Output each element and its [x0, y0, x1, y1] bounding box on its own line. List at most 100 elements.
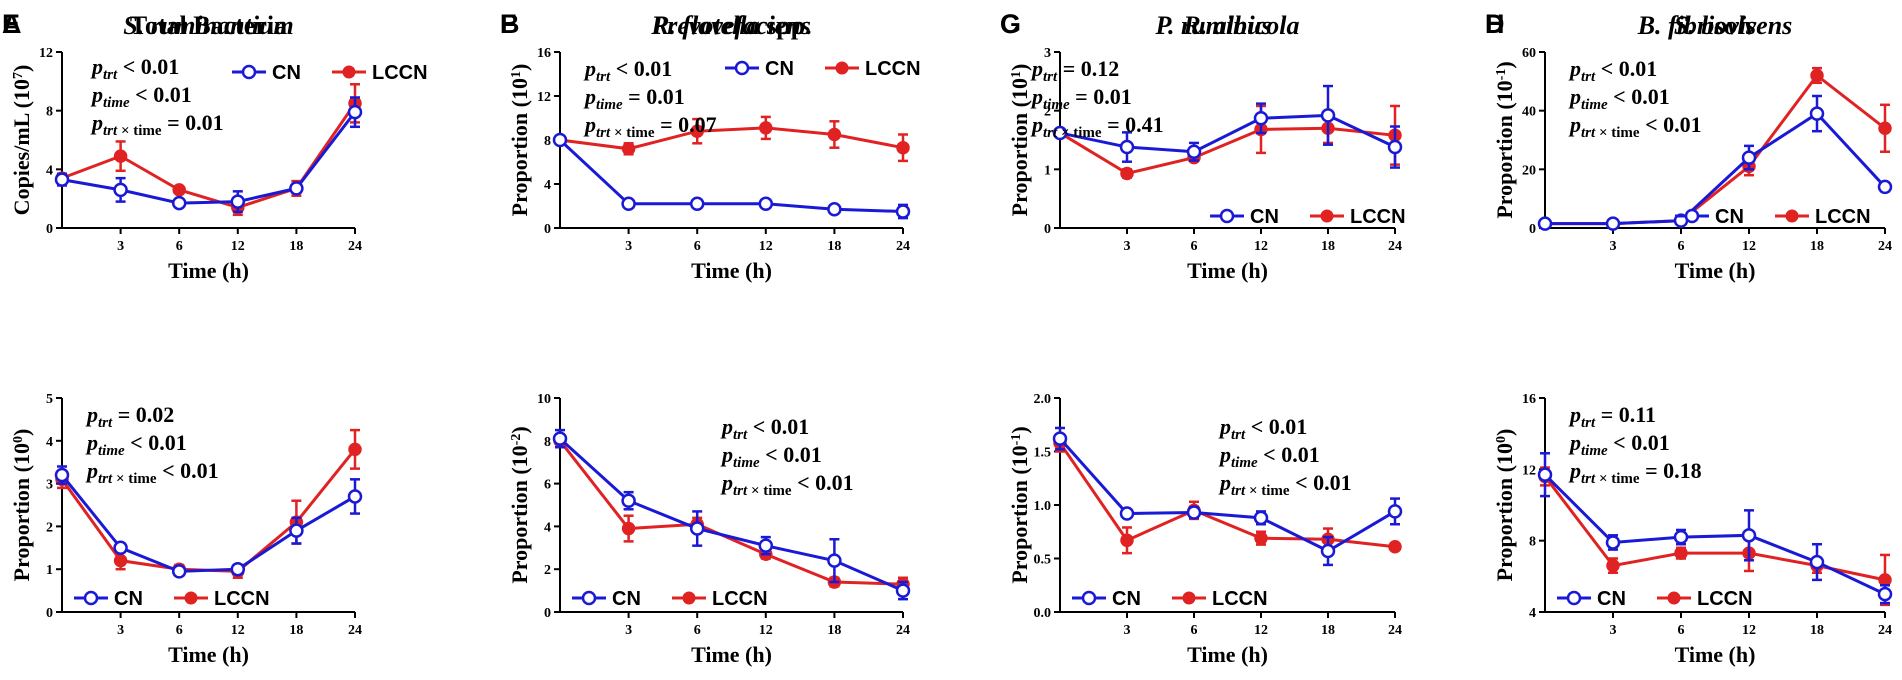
x-tick-label: 3: [1124, 239, 1131, 254]
x-tick-label: 3: [1124, 623, 1131, 638]
legend: CN LCCN: [232, 62, 428, 84]
series-line: [1543, 475, 1886, 582]
title-plain: spp.: [760, 11, 812, 40]
data-point: [347, 104, 363, 120]
legend: CN LCCN: [1675, 206, 1871, 228]
y-tick-label: 8: [1529, 535, 1536, 550]
x-tick-label: 18: [827, 239, 841, 254]
stat-value: < 0.01: [1245, 414, 1307, 439]
stat-subscript-2: × time: [1595, 471, 1640, 487]
panel-b: B Prevotella spp. 0 4 8 12 16 3 6 12 18 24 Time (h) P…: [500, 9, 921, 283]
y-axis-label: Proportion (101): [1007, 64, 1032, 217]
series-line: [61, 111, 357, 205]
x-tick-label: 24: [1388, 623, 1402, 638]
stat-p: p: [1568, 402, 1581, 427]
title-italic: S. ruminantium: [123, 11, 294, 40]
stat-line: ptime = 0.01: [1030, 84, 1132, 113]
y-axis-label: Proportion (10-1): [1492, 61, 1517, 218]
data-point: [1673, 529, 1689, 545]
legend-marker: [1566, 590, 1582, 606]
x-tick-label: 6: [1191, 239, 1198, 254]
x-tick-label: 6: [694, 623, 701, 638]
x-tick-label: 3: [117, 623, 124, 638]
data-point: [54, 172, 70, 187]
ylabel-main: Proportion (10: [1007, 445, 1032, 583]
stat-line: ptrt = 0.02: [85, 402, 174, 431]
x-tick-label: 12: [1742, 623, 1756, 638]
ylabel-close: ): [1007, 426, 1032, 433]
y-tick-label: 0: [46, 606, 53, 621]
y-axis-label: Proportion (100): [9, 429, 34, 582]
stat-subscript: trt: [1581, 125, 1596, 141]
x-tick-label: 24: [1878, 623, 1892, 638]
x-axis-label: Time (h): [691, 642, 772, 667]
ylabel-main: Proportion (10: [1492, 80, 1517, 218]
ylabel-main: Proportion (10: [1492, 443, 1517, 581]
legend-marker: [1684, 208, 1700, 224]
data-point: [895, 204, 911, 219]
y-tick-label: 10: [537, 392, 551, 407]
y-tick-label: 0.5: [1034, 553, 1052, 568]
stat-value: < 0.01: [1608, 84, 1670, 109]
data-point: [1119, 139, 1135, 155]
panel-letter: G: [1000, 9, 1021, 39]
ylabel-close: ): [1007, 64, 1032, 71]
legend-label: CN: [1597, 588, 1626, 610]
stat-value: < 0.01: [117, 54, 179, 79]
stat-line: ptime < 0.01: [1568, 430, 1670, 459]
x-tick-label: 3: [117, 239, 124, 254]
panel-letter: F: [500, 9, 517, 39]
y-axis-label: Proportion (100): [1492, 429, 1517, 582]
y-tick-label: 12: [537, 90, 551, 105]
data-point: [230, 194, 246, 209]
title-italic: P. ruminicola: [1154, 11, 1299, 40]
data-point: [1878, 121, 1892, 136]
stat-p: p: [1568, 458, 1581, 483]
stat-p: p: [90, 54, 103, 79]
ylabel-exponent: -1: [1494, 69, 1509, 81]
legend: CN LCCN: [1072, 588, 1268, 610]
y-tick-label: 6: [544, 478, 551, 493]
stat-value: = 0.12: [1057, 56, 1119, 81]
stat-p: p: [1568, 84, 1581, 109]
panel-title: S. ruminantium: [123, 11, 294, 40]
title-italic: S. bovis: [1674, 11, 1756, 40]
x-tick-label: 24: [896, 239, 910, 254]
data-point: [1606, 558, 1620, 573]
stat-subscript: trt: [1043, 125, 1058, 141]
x-tick-label: 6: [176, 623, 183, 638]
y-tick-label: 2: [46, 520, 53, 535]
data-point: [759, 121, 773, 135]
ylabel-main: Proportion (10: [9, 443, 34, 581]
data-point: [230, 561, 246, 577]
stat-subscript-2: × time: [112, 471, 157, 487]
stat-subscript: trt: [596, 125, 611, 141]
stat-p: p: [1030, 84, 1043, 109]
ylabel-main: Proportion (10: [507, 445, 532, 583]
panel-a: A Total Bacteria 0 4 8 12 3 6 12 18 24 Time (h) Copi…: [2, 9, 428, 283]
y-tick-label: 20: [1522, 163, 1536, 178]
data-point: [621, 493, 636, 508]
y-axis-label: Proportion (10-2): [507, 426, 532, 583]
stat-value: < 0.01: [747, 414, 809, 439]
y-tick-label: 0: [544, 222, 551, 237]
stat-subscript: time: [1043, 97, 1070, 113]
x-tick-label: 24: [348, 623, 362, 638]
ylabel-exponent: 1: [509, 71, 524, 78]
y-tick-label: 5: [46, 392, 53, 407]
x-tick-label: 18: [289, 239, 303, 254]
series-line: [1058, 437, 1396, 553]
stat-p: p: [583, 56, 596, 81]
data-point: [113, 149, 128, 163]
stat-line: ptrt = 0.12: [1030, 56, 1119, 85]
y-tick-label: 2: [544, 563, 551, 578]
stat-subscript: time: [596, 97, 623, 113]
data-point: [689, 521, 705, 536]
legend-label: LCCN: [865, 58, 921, 80]
legend-label: CN: [765, 58, 794, 80]
stat-subscript: trt: [1231, 483, 1246, 499]
stat-line: ptrt × time < 0.01: [85, 458, 219, 487]
panel-letter: D: [1485, 9, 1505, 39]
